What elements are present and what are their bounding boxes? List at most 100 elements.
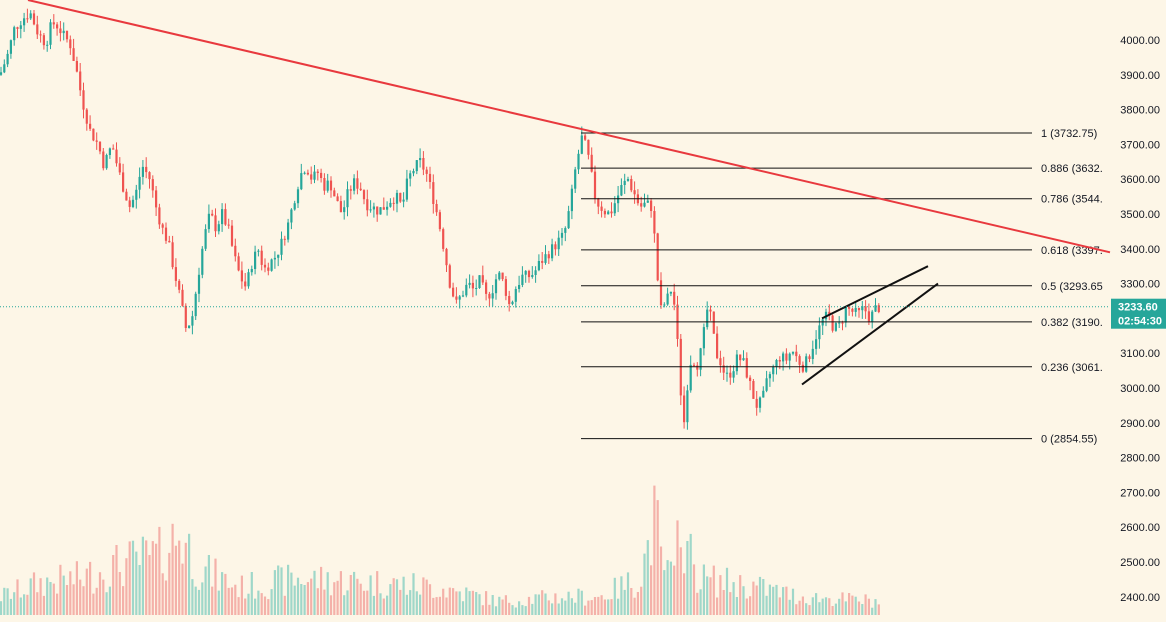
volume-bar [567, 591, 570, 615]
candle-body [725, 372, 729, 374]
candle-body [164, 227, 168, 241]
candle-body [815, 339, 818, 349]
price-tick-label: 2900.00 [1120, 418, 1160, 430]
candle-body [692, 364, 696, 366]
candle-body [607, 211, 610, 215]
candle-body [412, 171, 415, 174]
volume-bar [590, 600, 593, 615]
candle-body [181, 289, 184, 306]
candle-body [395, 192, 399, 204]
candle-body [867, 311, 870, 322]
bar-countdown: 02:54:30 [1118, 316, 1162, 328]
volume-bar [702, 564, 705, 615]
volume-bar [775, 584, 778, 615]
volume-bar [650, 565, 653, 615]
candle-body [877, 305, 880, 312]
candle-body [0, 72, 3, 75]
candle-body [782, 353, 785, 362]
candle-body [861, 306, 864, 311]
volume-bar [36, 592, 39, 615]
descending-trendline[interactable] [27, 0, 1111, 254]
candle-body [834, 323, 837, 331]
candle-body [227, 224, 230, 226]
volume-bar [831, 606, 834, 615]
wedge-lower-line[interactable] [801, 282, 939, 386]
candle-body [158, 207, 161, 225]
candle-body [478, 275, 481, 288]
volume-bar [287, 564, 290, 615]
volume-bar [184, 542, 187, 615]
candle-body [762, 390, 765, 398]
volume-bar [669, 561, 672, 615]
candle-body [65, 30, 69, 40]
volume-bar [666, 560, 669, 615]
current-price-value: 3233.60 [1118, 302, 1158, 314]
volume-bar [339, 571, 342, 615]
volume-bar [798, 600, 801, 615]
volume-bar [392, 578, 395, 615]
volume-bar [306, 582, 309, 615]
volume-bar [504, 595, 507, 615]
volume-bar [326, 572, 329, 615]
candle-body [333, 190, 336, 197]
candle-body [765, 378, 768, 391]
fibonacci-retracement[interactable]: 1 (3732.75) 0.886 (3632. 0.786 (3544. 0.618… [581, 128, 1103, 446]
volume-bar [428, 584, 432, 615]
volume-bar [514, 607, 517, 615]
candle-body [527, 270, 531, 278]
candle-body [386, 206, 389, 210]
price-tick-label: 3400.00 [1120, 244, 1160, 256]
volume-bar [696, 592, 699, 615]
volume-bar [653, 485, 656, 615]
candle-body [135, 189, 138, 200]
candle-body [580, 135, 583, 154]
candle-body [798, 356, 801, 365]
candle-body [458, 296, 461, 300]
volume-bar [59, 564, 62, 615]
volume-bar [263, 596, 267, 615]
volume-bar [765, 595, 768, 615]
candle-body [52, 22, 55, 25]
volume-bar [131, 540, 135, 615]
volume-bar [739, 575, 742, 615]
wedge-upper-line[interactable] [821, 265, 929, 320]
candle-body [217, 224, 220, 232]
volume-bar [415, 591, 418, 615]
candle-body [643, 202, 646, 207]
candle-body [389, 202, 392, 207]
volume-bar [692, 564, 696, 615]
candle-body [669, 291, 672, 294]
candle-body [742, 358, 745, 361]
candle-body [481, 275, 484, 283]
candle-body [811, 348, 814, 359]
volume-bar [346, 590, 349, 615]
candle-body [293, 203, 296, 210]
candle-body [174, 267, 177, 281]
volume-bar [379, 593, 382, 615]
candle-body [722, 365, 725, 373]
candle-body [864, 306, 867, 312]
volume-bar [402, 576, 405, 615]
candle-body [141, 166, 144, 177]
volume-bar [557, 603, 560, 615]
candle-body [735, 354, 738, 372]
drawings[interactable] [27, 0, 1111, 386]
volume-bar [712, 565, 715, 615]
candle-body [353, 178, 356, 191]
candle-body [547, 254, 550, 259]
volume-bar [815, 593, 818, 615]
volume-bar [593, 597, 597, 615]
volume-bar [801, 596, 804, 615]
candle-body [659, 280, 663, 306]
volume-bar [643, 553, 646, 615]
candle-body [686, 390, 689, 423]
candle-body [425, 169, 428, 174]
candle-body [438, 212, 441, 230]
candle-body [537, 261, 540, 271]
candle-body [511, 301, 514, 305]
volume-bar [13, 592, 16, 615]
volume-bar [838, 598, 841, 615]
candle-body [448, 265, 451, 288]
